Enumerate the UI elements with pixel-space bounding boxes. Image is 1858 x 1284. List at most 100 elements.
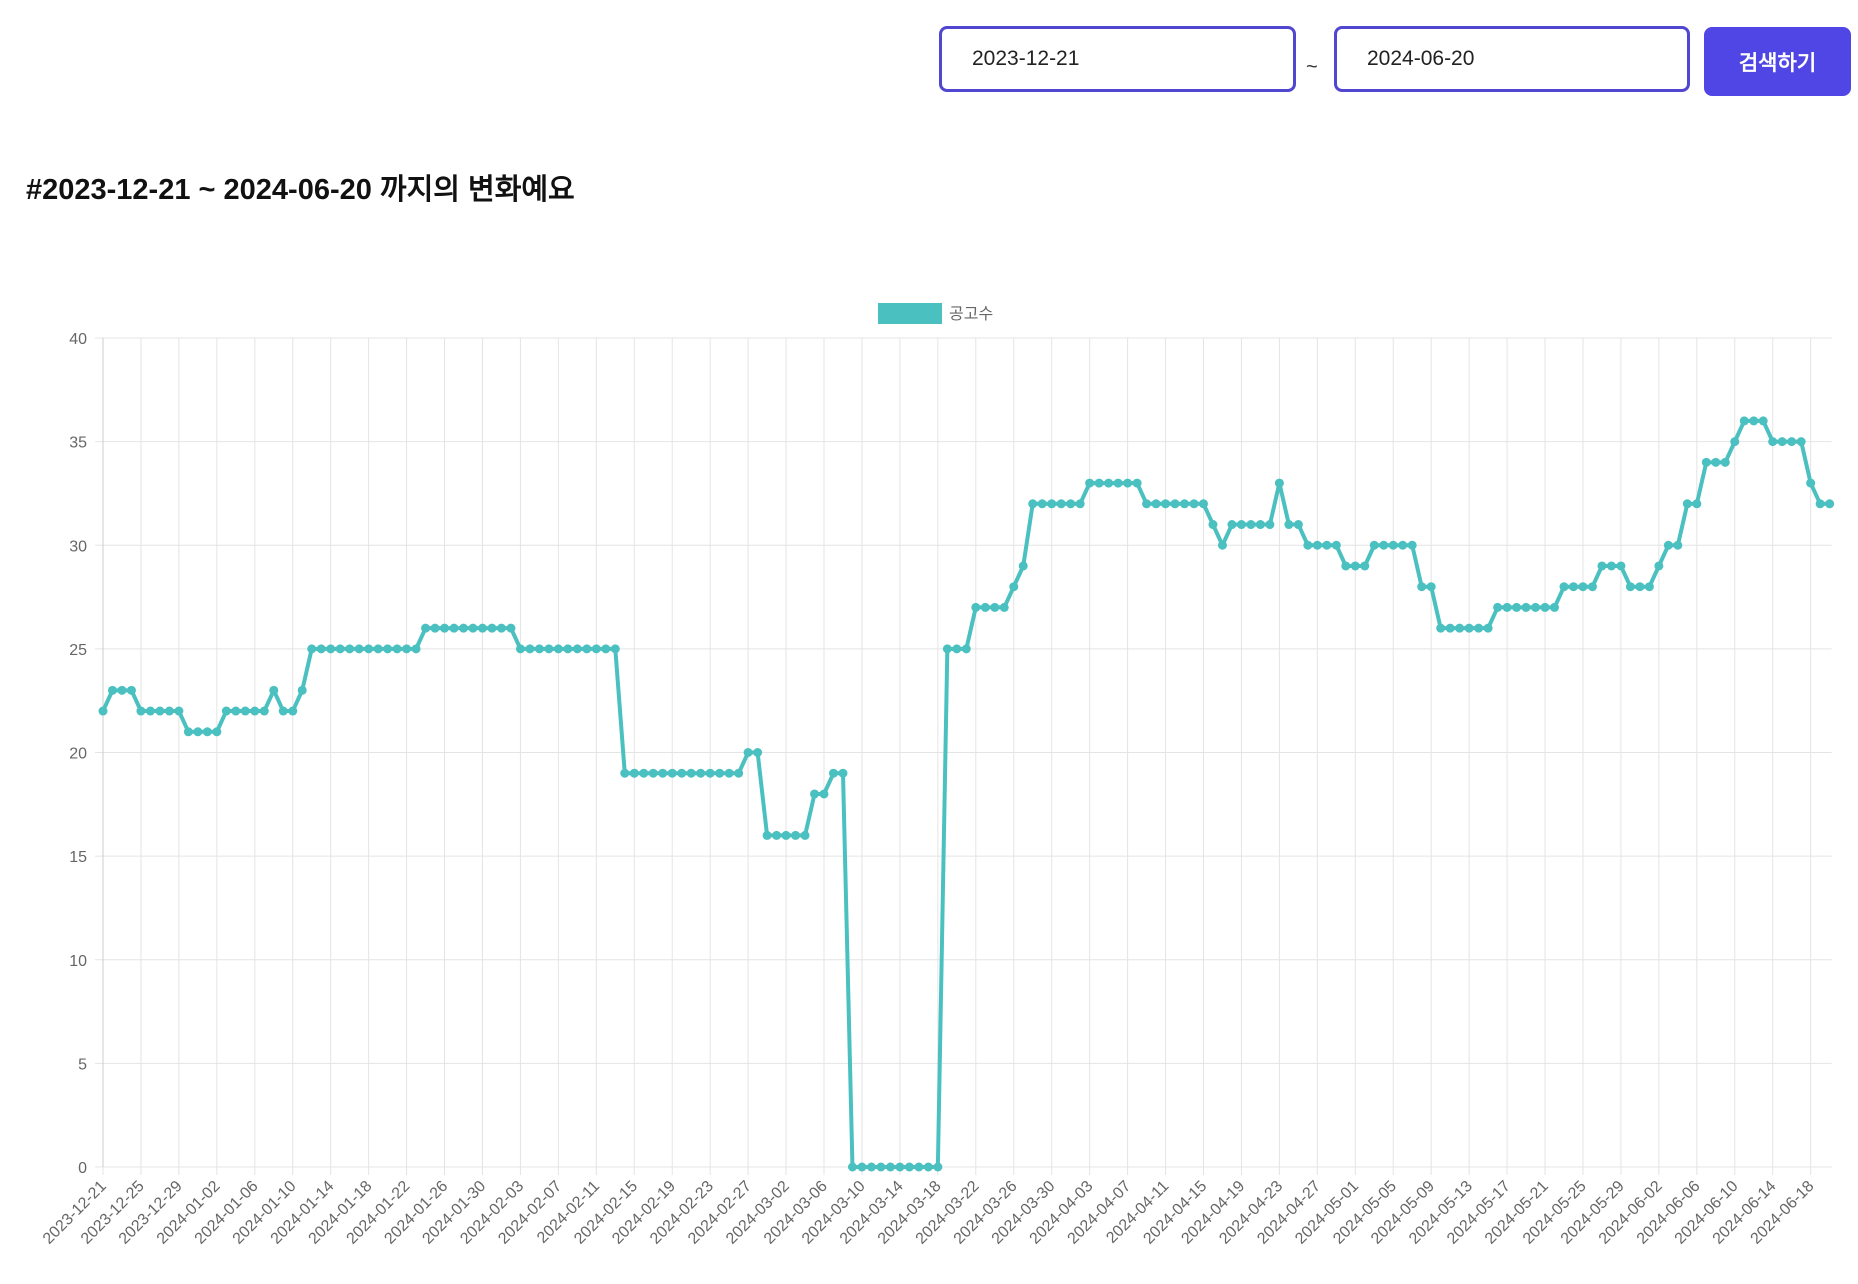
point: [601, 644, 611, 654]
point: [345, 644, 355, 654]
point: [250, 706, 260, 716]
point: [715, 768, 725, 778]
point: [1417, 582, 1427, 592]
search-button[interactable]: 검색하기: [1704, 27, 1851, 96]
point: [1132, 478, 1142, 488]
point: [658, 768, 668, 778]
point: [1796, 437, 1806, 447]
point: [1293, 520, 1303, 530]
y-tick-label: 0: [78, 1160, 87, 1177]
point: [231, 706, 241, 716]
point: [847, 1162, 857, 1172]
point: [582, 644, 592, 654]
y-tick-label: 35: [69, 435, 87, 452]
point: [838, 768, 848, 778]
point: [193, 727, 203, 737]
point: [1312, 540, 1322, 550]
point: [183, 727, 193, 737]
point: [1255, 520, 1265, 530]
point: [1806, 478, 1816, 488]
point: [278, 706, 288, 716]
point: [221, 706, 231, 716]
point: [1464, 623, 1474, 633]
point: [307, 644, 317, 654]
point: [1512, 602, 1522, 612]
point: [686, 768, 696, 778]
point: [1720, 457, 1730, 467]
point: [639, 768, 649, 778]
legend-label: 공고수: [949, 305, 993, 323]
point: [563, 644, 573, 654]
point: [1265, 520, 1275, 530]
y-tick-label: 25: [69, 642, 87, 659]
point: [762, 830, 772, 840]
point: [696, 768, 706, 778]
point: [1369, 540, 1379, 550]
point: [753, 748, 763, 757]
point: [1531, 602, 1541, 612]
point: [1682, 499, 1692, 509]
point: [1322, 540, 1332, 550]
point: [411, 644, 421, 654]
point: [1284, 520, 1294, 530]
point: [923, 1162, 933, 1172]
point: [477, 623, 487, 633]
point: [1123, 478, 1133, 488]
point: [1768, 437, 1778, 447]
point: [525, 644, 535, 654]
point: [1274, 478, 1284, 488]
point: [610, 644, 620, 654]
point: [980, 602, 990, 612]
point: [1066, 499, 1076, 509]
point: [1227, 520, 1237, 530]
start-date-input[interactable]: 2023-12-21: [939, 26, 1296, 92]
point: [942, 644, 952, 654]
end-date-input[interactable]: 2024-06-20: [1334, 26, 1690, 92]
point: [952, 644, 962, 654]
point: [98, 706, 108, 716]
point: [1075, 499, 1085, 509]
point: [335, 644, 345, 654]
point: [1180, 499, 1190, 509]
point: [430, 623, 440, 633]
y-tick-label: 5: [78, 1056, 87, 1073]
point: [1047, 499, 1057, 509]
y-tick-label: 20: [69, 746, 87, 763]
point: [734, 768, 744, 778]
point: [1692, 499, 1702, 509]
point: [772, 830, 782, 840]
point: [1217, 540, 1227, 550]
point: [1436, 623, 1446, 633]
point: [885, 1162, 895, 1172]
point: [1673, 540, 1683, 550]
point: [1142, 499, 1152, 509]
point: [1009, 582, 1019, 592]
point: [126, 685, 136, 695]
point: [866, 1162, 876, 1172]
point: [496, 623, 506, 633]
y-tick-label: 15: [69, 849, 87, 866]
point: [800, 830, 810, 840]
line: [101, 418, 1830, 1169]
point: [1236, 520, 1246, 530]
point: [1331, 540, 1341, 550]
point: [1711, 457, 1721, 467]
point: [1815, 499, 1825, 509]
point: [914, 1162, 924, 1172]
point: [677, 768, 687, 778]
point: [1625, 582, 1635, 592]
point: [1398, 540, 1408, 550]
point: [506, 623, 516, 633]
point: [1303, 540, 1313, 550]
point: [259, 706, 269, 716]
point: [1644, 582, 1654, 592]
point: [534, 644, 544, 654]
point: [1028, 499, 1038, 509]
point: [1198, 499, 1208, 509]
point: [1578, 582, 1588, 592]
point: [1521, 602, 1531, 612]
point: [933, 1162, 943, 1172]
point: [468, 623, 478, 633]
point: [1739, 416, 1749, 426]
point: [1663, 540, 1673, 550]
